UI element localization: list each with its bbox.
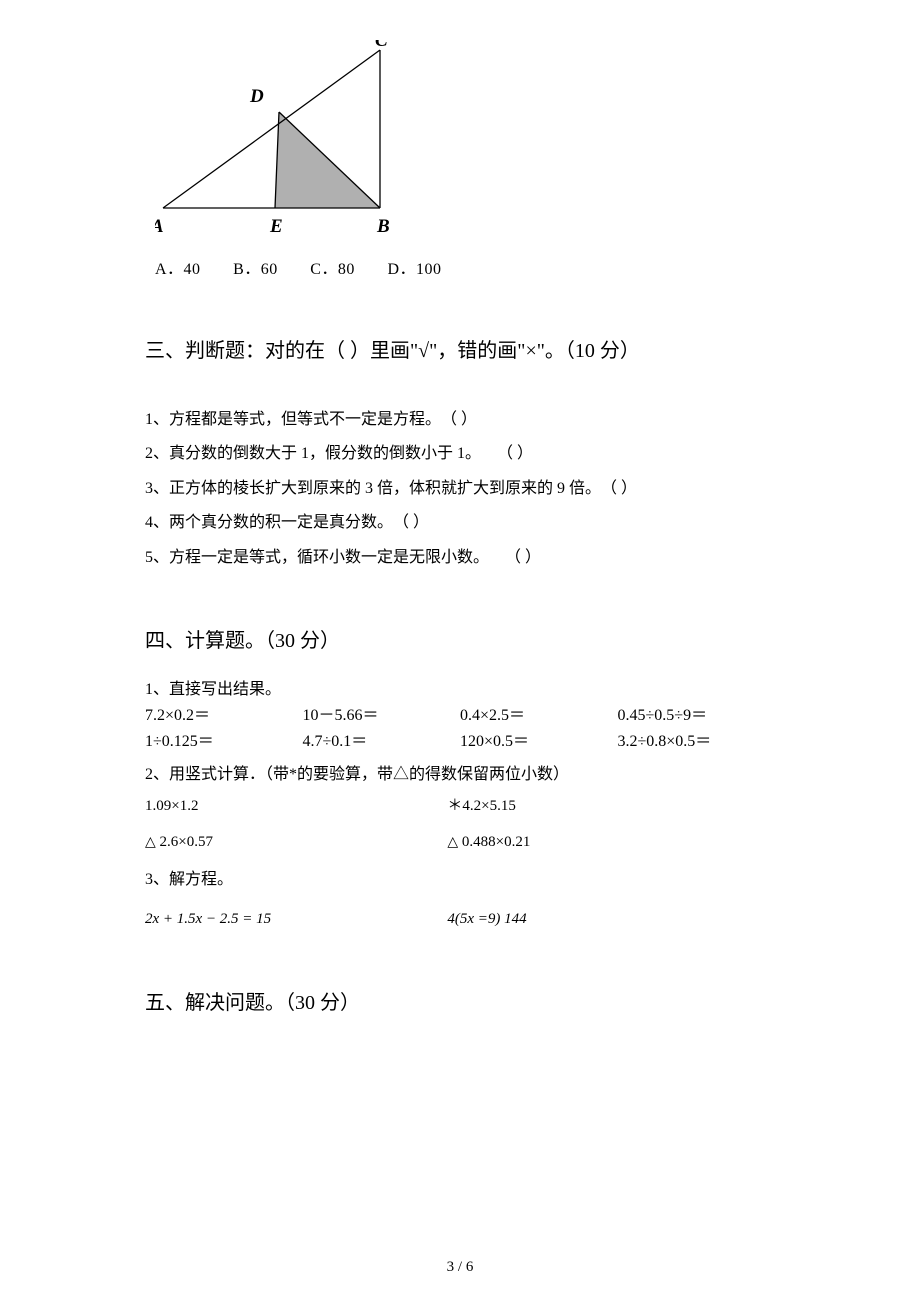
q3-5: 5、方程一定是等式，循环小数一定是无限小数。 （ ） [145, 541, 775, 575]
section-4-title: 四、计算题。（30 分） [145, 617, 775, 665]
dc-r1c1: 7.2×0.2＝ [145, 703, 303, 729]
equations: 2x + 1.5x − 2.5 = 15 4(5x =9) 144 [145, 901, 775, 937]
geometry-diagram: C D A E B [155, 40, 775, 245]
choice-a: A．40 [155, 255, 201, 279]
triangle-icon: △ [145, 835, 156, 850]
q3-3: 3、正方体的棱长扩大到原来的 3 倍，体积就扩大到原来的 9 倍。 （ ） [145, 472, 775, 506]
dc-r2c2: 4.7÷0.1＝ [303, 729, 461, 755]
eq-a: 2x + 1.5x − 2.5 = 15 [145, 901, 447, 937]
vc-1b: ＊4.2×5.15 [447, 788, 775, 824]
direct-calc-grid: 7.2×0.2＝ 10－5.66＝ 0.4×2.5＝ 0.45÷0.5÷9＝ 1… [145, 703, 775, 754]
choice-d: D．100 [387, 255, 441, 279]
dc-r2c3: 120×0.5＝ [460, 729, 618, 755]
dc-r2c4: 3.2÷0.8×0.5＝ [618, 729, 776, 755]
sec4-sub1-label: 1、直接写出结果。 [145, 675, 775, 699]
sec4-sub3-label: 3、解方程。 [145, 862, 775, 897]
vc-2a: △ 2.6×0.57 [145, 824, 447, 860]
vc-1a: 1.09×1.2 [145, 788, 447, 824]
choice-b: B．60 [233, 255, 278, 279]
page-number: 3 / 6 [0, 1259, 920, 1276]
eq-b: 4(5x =9) 144 [447, 901, 775, 937]
dc-r1c2: 10－5.66＝ [303, 703, 461, 729]
vertical-calc: 1.09×1.2 ＊4.2×5.15 △ 2.6×0.57 △ 0.488×0.… [145, 788, 775, 860]
label-c: C [375, 40, 388, 51]
choice-c: C．80 [310, 255, 355, 279]
label-e: E [269, 216, 283, 237]
label-b: B [376, 216, 390, 237]
triangle-icon: △ [447, 835, 458, 850]
section-3-questions: 1、方程都是等式，但等式不一定是方程。 （ ） 2、真分数的倒数大于 1，假分数… [145, 403, 775, 575]
q3-2: 2、真分数的倒数大于 1，假分数的倒数小于 1。 （ ） [145, 437, 775, 471]
q3-1: 1、方程都是等式，但等式不一定是方程。 （ ） [145, 403, 775, 437]
vc-2b: △ 0.488×0.21 [447, 824, 775, 860]
sec4-sub2-label: 2、用竖式计算．（带*的要验算，带△的得数保留两位小数） [145, 760, 775, 784]
q3-4: 4、两个真分数的积一定是真分数。 （ ） [145, 506, 775, 540]
answer-choices: A．40 B．60 C．80 D．100 [155, 255, 775, 279]
section-3-title: 三、判断题：对的在（ ）里画"√"，错的画"×"。（10 分） [145, 327, 775, 375]
dc-r1c3: 0.4×2.5＝ [460, 703, 618, 729]
label-d: D [249, 86, 264, 107]
dc-r1c4: 0.45÷0.5÷9＝ [618, 703, 776, 729]
label-a: A [155, 216, 164, 237]
section-5-title: 五、解决问题。（30 分） [145, 979, 775, 1027]
dc-r2c1: 1÷0.125＝ [145, 729, 303, 755]
